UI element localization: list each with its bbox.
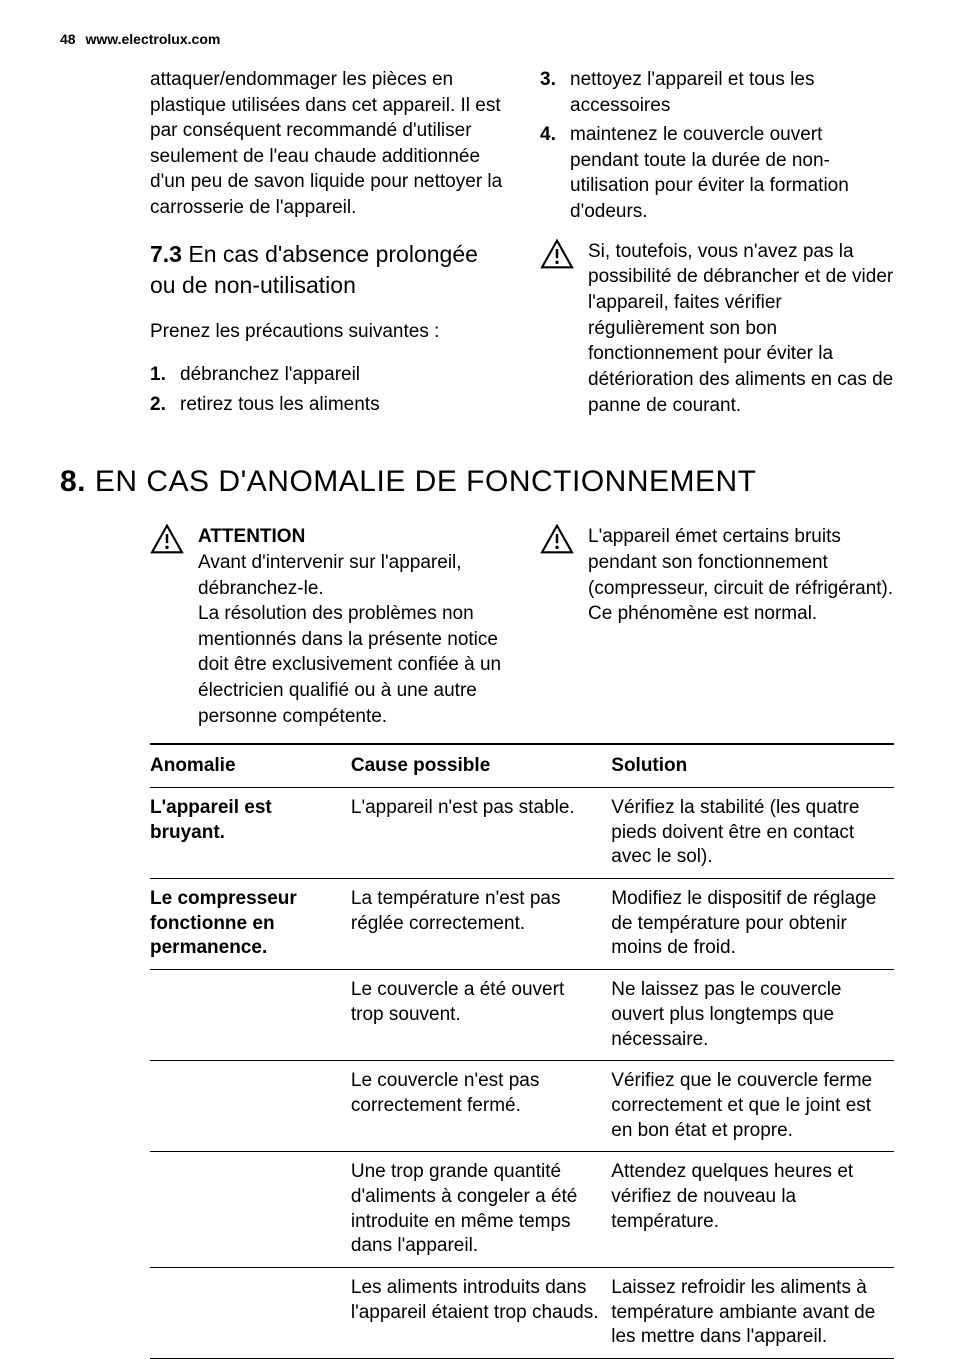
cell-cause: L'appareil n'est pas stable. (351, 788, 611, 879)
cell-solution: Laissez refroidir les aliments à tempéra… (611, 1268, 894, 1359)
warning-text: Si, toutefois, vous n'avez pas la possib… (588, 239, 894, 418)
cell-anomalie (150, 1152, 351, 1268)
subsection-number: 7.3 (150, 241, 182, 267)
cell-solution: Vérifiez la stabilité (les quatre pieds … (611, 788, 894, 879)
cell-cause: La température n'est pas réglée correcte… (351, 879, 611, 970)
table-row: Une trop grande quantité d'aliments à co… (150, 1152, 894, 1268)
cell-solution: Ne laissez pas le couvercle ouvert plus … (611, 970, 894, 1061)
header-solution: Solution (611, 744, 894, 787)
item-number: 3. (540, 67, 570, 118)
troubleshooting-table: Anomalie Cause possible Solution L'appar… (150, 743, 894, 1359)
list-item: 1.débranchez l'appareil (150, 362, 504, 388)
cell-solution: Vérifiez que le couvercle ferme correcte… (611, 1061, 894, 1152)
item-text: retirez tous les aliments (180, 392, 380, 418)
cell-anomalie (150, 1061, 351, 1152)
cell-solution: Attendez quelques heures et vérifiez de … (611, 1152, 894, 1268)
section-8-title: 8. EN CAS D'ANOMALIE DE FONCTIONNEMENT (60, 462, 894, 503)
precautions-list-right: 3.nettoyez l'appareil et tous les access… (540, 67, 894, 225)
header-cause: Cause possible (351, 744, 611, 787)
list-item: 4.maintenez le couvercle ouvert pendant … (540, 122, 894, 225)
table-row: L'appareil est bruyant. L'appareil n'est… (150, 788, 894, 879)
attention-content: ATTENTION Avant d'intervenir sur l'appar… (198, 524, 504, 729)
subsection-title: En cas d'absence prolongée ou de non-uti… (150, 241, 478, 298)
table-row: Le compresseur fonctionne en permanence.… (150, 879, 894, 970)
precautions-lead: Prenez les précautions suivantes : (150, 319, 504, 345)
header-url: www.electrolux.com (85, 31, 220, 47)
subsection-heading: 7.3 En cas d'absence prolongée ou de non… (150, 239, 504, 301)
precautions-list-left: 1.débranchez l'appareil 2.retirez tous l… (150, 362, 504, 417)
right-column: 3.nettoyez l'appareil et tous les access… (540, 67, 894, 422)
left-column: attaquer/endommager les pièces en plasti… (150, 67, 504, 422)
item-number: 1. (150, 362, 180, 388)
cell-cause: Une trop grande quantité d'aliments à co… (351, 1152, 611, 1268)
item-number: 2. (150, 392, 180, 418)
warning-icon (540, 524, 574, 729)
page-header: 48 www.electrolux.com (60, 30, 894, 49)
item-number: 4. (540, 122, 570, 225)
item-text: maintenez le couvercle ouvert pendant to… (570, 122, 894, 225)
section-number: 8. (60, 465, 86, 498)
attention-label: ATTENTION (198, 524, 504, 550)
cell-anomalie: L'appareil est bruyant. (150, 788, 351, 879)
item-text: nettoyez l'appareil et tous les accessoi… (570, 67, 894, 118)
attention-text: Avant d'intervenir sur l'appareil, débra… (198, 550, 504, 729)
list-item: 2.retirez tous les aliments (150, 392, 504, 418)
table-header-row: Anomalie Cause possible Solution (150, 744, 894, 787)
table-body: L'appareil est bruyant. L'appareil n'est… (150, 788, 894, 1359)
info-text: L'appareil émet certains bruits pendant … (588, 524, 894, 729)
cell-anomalie (150, 970, 351, 1061)
list-item: 3.nettoyez l'appareil et tous les access… (540, 67, 894, 118)
cell-cause: Le couvercle a été ouvert trop souvent. (351, 970, 611, 1061)
warning-icon (540, 239, 574, 418)
warning-icon (150, 524, 184, 729)
cell-anomalie: Le compresseur fonctionne en permanence. (150, 879, 351, 970)
section-title-text: EN CAS D'ANOMALIE DE FONCTIONNEMENT (95, 465, 757, 498)
attention-row: ATTENTION Avant d'intervenir sur l'appar… (150, 524, 894, 729)
cell-cause: Les aliments introduits dans l'appareil … (351, 1268, 611, 1359)
attention-block: ATTENTION Avant d'intervenir sur l'appar… (150, 524, 504, 729)
warning-block: Si, toutefois, vous n'avez pas la possib… (540, 239, 894, 418)
page-number: 48 (60, 31, 76, 47)
intro-columns: attaquer/endommager les pièces en plasti… (150, 67, 894, 422)
table-row: Le couvercle n'est pas correctement ferm… (150, 1061, 894, 1152)
table-row: Le couvercle a été ouvert trop souvent. … (150, 970, 894, 1061)
cell-anomalie (150, 1268, 351, 1359)
table-row: Les aliments introduits dans l'appareil … (150, 1268, 894, 1359)
item-text: débranchez l'appareil (180, 362, 360, 388)
cleaning-paragraph: attaquer/endommager les pièces en plasti… (150, 67, 504, 221)
info-block: L'appareil émet certains bruits pendant … (540, 524, 894, 729)
cell-cause: Le couvercle n'est pas correctement ferm… (351, 1061, 611, 1152)
header-anomalie: Anomalie (150, 744, 351, 787)
cell-solution: Modifiez le dispositif de réglage de tem… (611, 879, 894, 970)
